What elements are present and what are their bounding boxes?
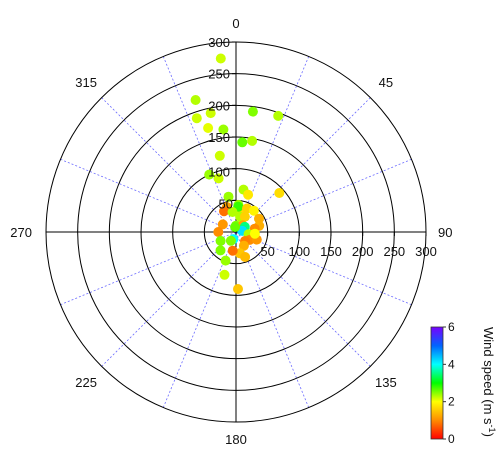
data-point (238, 240, 249, 251)
direction-label: 0 (232, 16, 239, 31)
polar-grid (45, 41, 427, 423)
data-points (190, 53, 285, 294)
data-point (191, 113, 202, 124)
colorbar-tick-label: 2 (448, 395, 455, 409)
direction-label: 315 (75, 75, 97, 90)
data-point (218, 124, 229, 135)
direction-label: 90 (438, 225, 452, 240)
data-point (219, 206, 229, 217)
direction-label: 225 (75, 375, 97, 390)
direction-label: 45 (379, 75, 393, 90)
data-point (239, 211, 250, 222)
data-point (248, 205, 259, 216)
data-point (217, 219, 228, 230)
data-point (247, 135, 258, 146)
radial-tick-label: 100 (288, 244, 310, 259)
colorbar-tick-label: 6 (448, 320, 455, 334)
data-point (213, 173, 224, 184)
colorbar-gradient (430, 326, 444, 440)
direction-label: 180 (225, 432, 247, 447)
radial-tick-label: 50 (219, 196, 233, 211)
direction-label: 270 (10, 225, 32, 240)
data-point (203, 123, 214, 133)
radial-tick-label: 250 (383, 244, 405, 259)
radial-tick-label: 150 (320, 244, 342, 259)
data-point (219, 269, 230, 280)
data-point (205, 108, 216, 119)
radial-tick-label: 250 (208, 67, 230, 82)
colorbar-title: Wind speed (m s-1) (481, 327, 497, 437)
data-point (247, 106, 258, 117)
radial-tick-label: 150 (208, 130, 230, 145)
data-point (213, 227, 224, 237)
data-point (225, 235, 236, 246)
data-point (214, 150, 225, 161)
direction-label: 135 (375, 375, 397, 390)
radial-tick-label: 300 (415, 244, 437, 259)
radial-tick-label: 200 (208, 98, 230, 113)
colorbar-ticks: 0 2 4 6 (443, 320, 455, 446)
data-point (227, 245, 238, 256)
radial-tick-label: 300 (208, 35, 230, 50)
data-point (237, 137, 248, 148)
data-point (215, 245, 226, 256)
data-point (249, 228, 260, 239)
data-point (223, 191, 234, 202)
data-point (204, 169, 215, 180)
data-point (190, 95, 201, 105)
data-point (273, 110, 284, 121)
data-point (227, 207, 238, 217)
radial-tick-label: 100 (208, 165, 230, 180)
data-point (215, 235, 226, 246)
colorbar-tick-label: 4 (448, 357, 455, 371)
colorbar: 0 2 4 6 Wind speed (m s-1) (430, 320, 497, 446)
data-point (254, 213, 264, 224)
colorbar-tick-label: 0 (448, 432, 455, 446)
data-point (220, 255, 231, 266)
radial-tick-label: 50 (260, 244, 274, 259)
data-point (215, 53, 226, 64)
data-point (274, 188, 285, 198)
radial-tick-label: 200 (352, 244, 374, 259)
data-point (230, 222, 241, 232)
data-point (243, 189, 254, 200)
data-point (240, 252, 251, 262)
data-point (233, 284, 243, 294)
